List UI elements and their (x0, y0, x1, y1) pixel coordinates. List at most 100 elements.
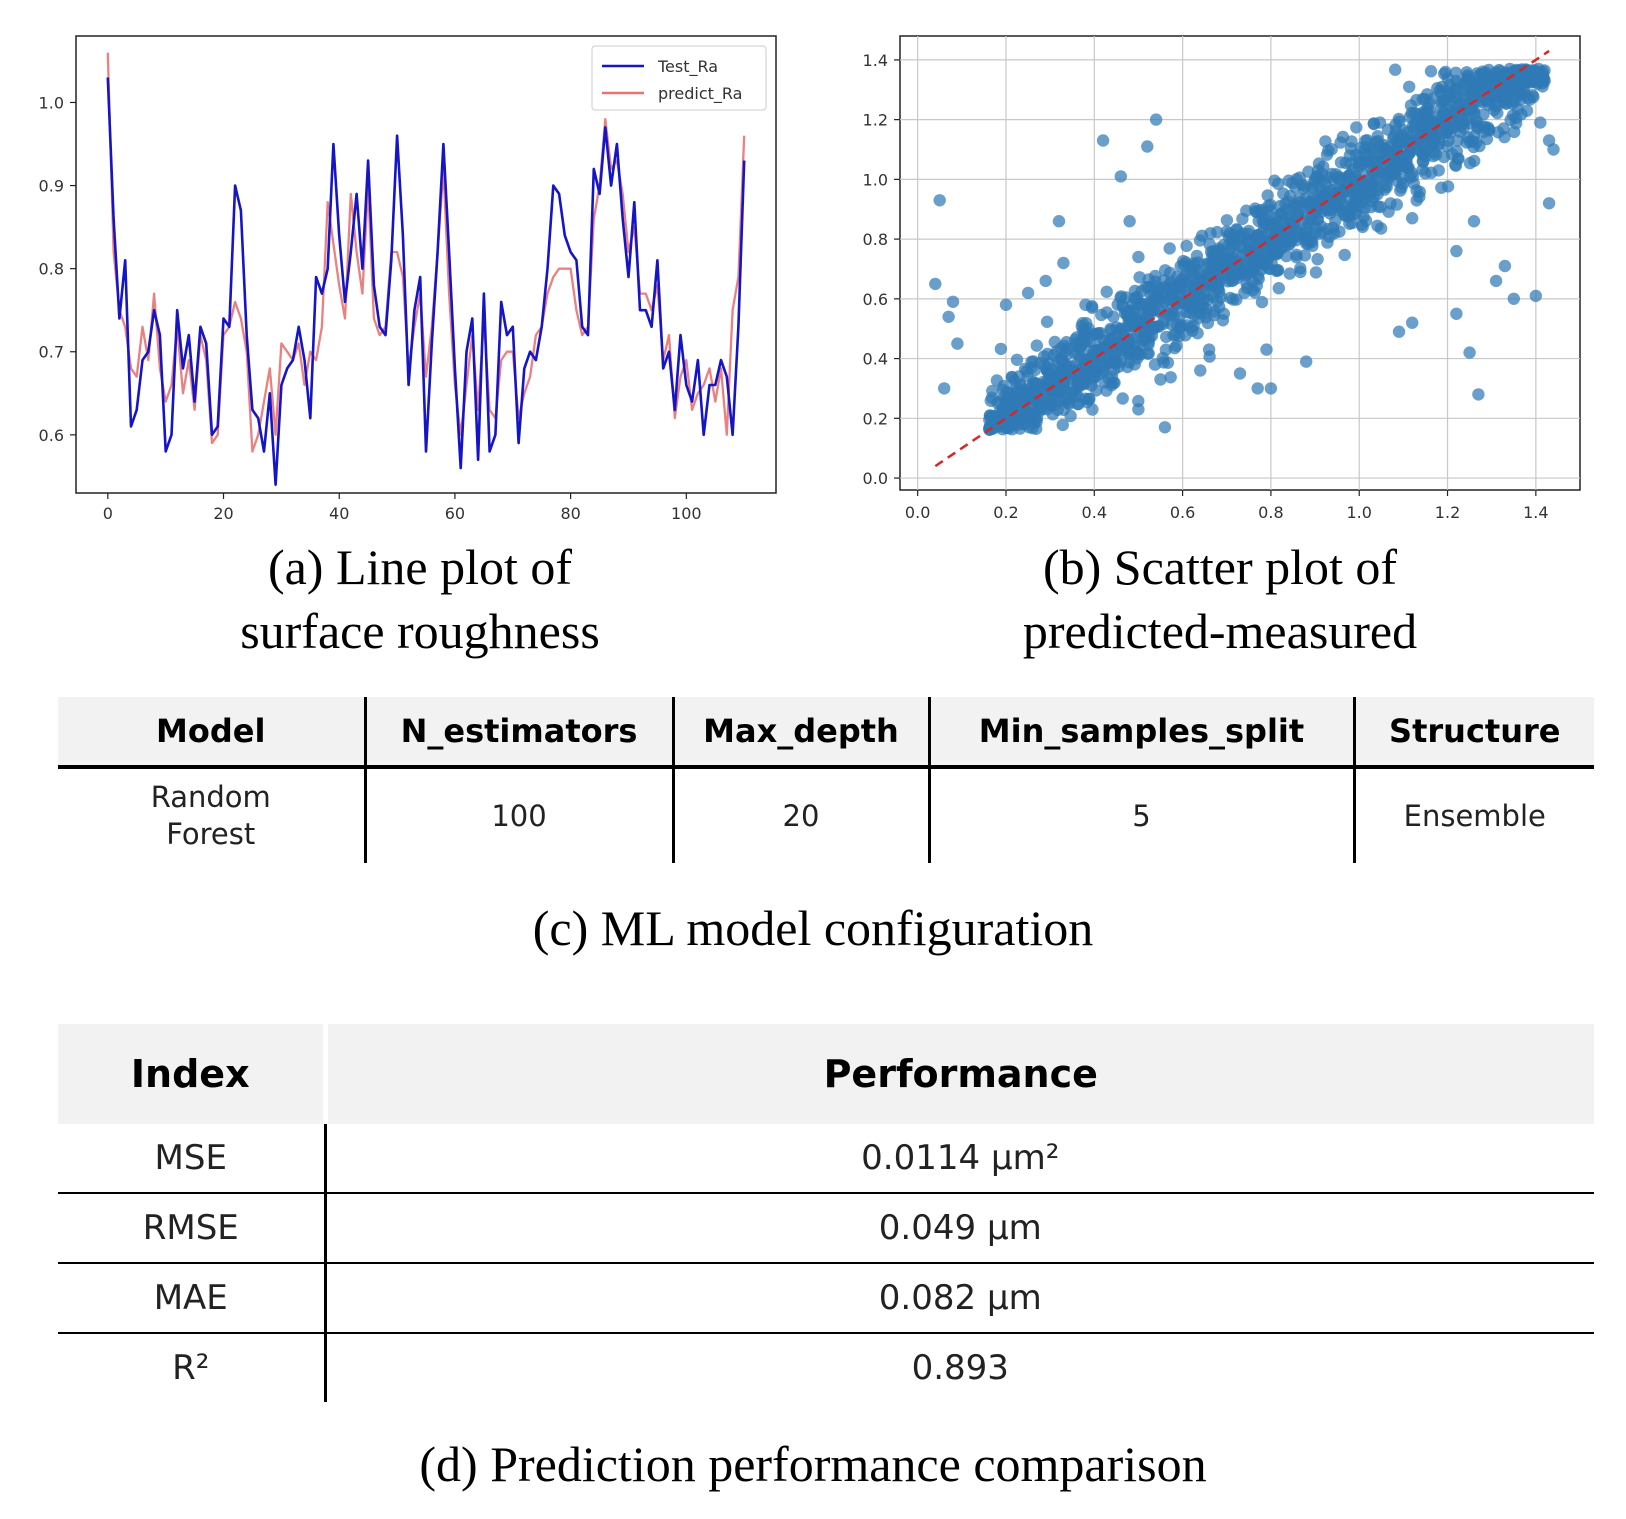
scatter-point (1064, 409, 1077, 423)
config-header-n-estimators: N_estimators (363, 697, 673, 767)
config-header-row: Model N_estimators Max_depth Min_samples… (58, 697, 1594, 767)
y-tick-label: 0.4 (863, 350, 888, 369)
scatter-point (1114, 322, 1128, 335)
scatter-point (1249, 245, 1262, 258)
scatter-point (1049, 374, 1062, 387)
scatter-point (1426, 115, 1439, 129)
scatter-point (1194, 364, 1207, 377)
scatter-point (1139, 281, 1152, 294)
scatter-point (995, 411, 1008, 424)
scatter-point (1406, 212, 1419, 225)
scatter-point (1260, 343, 1273, 356)
scatter-point (1018, 404, 1032, 417)
scatter-point (1070, 337, 1083, 350)
scatter-point (1296, 202, 1309, 215)
scatter-point (1112, 343, 1125, 357)
scatter-point (1359, 134, 1372, 147)
model-config-table: Model N_estimators Max_depth Min_samples… (58, 697, 1594, 863)
scatter-point (1542, 134, 1556, 147)
scatter-point (1191, 327, 1204, 340)
scatter-point (1206, 250, 1219, 263)
scatter-point (1290, 173, 1303, 186)
scatter-point (1164, 371, 1177, 384)
scatter-point (1157, 356, 1170, 369)
x-tick-label: 40 (329, 504, 349, 523)
scatter-point (1319, 135, 1332, 148)
scatter-point (1316, 174, 1329, 188)
performance-index-cell: MSE (58, 1124, 327, 1193)
scatter-chart-caption-line2: predicted-measured (1022, 603, 1418, 659)
scatter-point (1071, 397, 1084, 411)
config-header-min-samples-split: Min_samples_split (927, 697, 1354, 767)
legend-label: predict_Ra (658, 84, 742, 104)
scatter-point (1038, 358, 1051, 372)
x-tick-label: 0.0 (905, 503, 930, 522)
scatter-point (1498, 259, 1512, 273)
scatter-point (1275, 207, 1288, 221)
scatter-point (1406, 316, 1419, 329)
scatter-point (1438, 96, 1451, 109)
scatter-point (1212, 275, 1225, 289)
scatter-point (1111, 298, 1124, 311)
scatter-point (1511, 102, 1524, 116)
scatter-point (1334, 136, 1347, 149)
scatter-point (1201, 316, 1215, 330)
scatter-point (1172, 330, 1186, 343)
scatter-point (1257, 221, 1271, 234)
scatter-point (1510, 117, 1523, 130)
performance-row-r2: R² 0.893 (58, 1333, 1594, 1402)
scatter-point (1149, 113, 1163, 126)
x-tick-label: 1.4 (1523, 503, 1548, 522)
reference-line (934, 49, 1550, 468)
y-tick-label: 0.8 (863, 230, 888, 249)
scatter-point (1424, 65, 1438, 78)
scatter-point (938, 382, 951, 395)
scatter-point (1389, 63, 1402, 76)
scatter-point (1371, 130, 1384, 143)
scatter-point (1163, 242, 1176, 255)
scatter-chart: 0.0 0.2 0.4 0.6 0.8 1.0 1.2 1.4 0.0 0.2 0.4 0.6 0.8 1… (863, 35, 1581, 522)
scatter-point (1458, 92, 1471, 105)
performance-header-index: Index (58, 1024, 328, 1124)
scatter-point (1438, 106, 1451, 120)
scatter-point (1381, 145, 1394, 158)
performance-index-cell: R² (58, 1333, 327, 1402)
scatter-point (1264, 382, 1278, 395)
scatter-point (1105, 370, 1119, 383)
scatter-point (1427, 149, 1440, 163)
scatter-point (1498, 130, 1511, 144)
y-tick-label: 1.2 (863, 111, 888, 130)
x-tick-label: 100 (671, 504, 702, 523)
y-tick-label: 0.9 (39, 177, 64, 196)
scatter-point (1174, 260, 1187, 273)
scatter-point (1417, 155, 1430, 168)
scatter-point (1507, 292, 1520, 305)
scatter-point (1450, 244, 1463, 258)
scatter-point (1495, 71, 1509, 84)
scatter-point (1467, 140, 1480, 154)
scatter-point (1158, 421, 1172, 434)
scatter-chart-caption: (b) Scatter plot of predicted-measured (820, 535, 1620, 663)
scatter-point (1123, 215, 1136, 228)
scatter-point (1518, 70, 1531, 83)
config-header-model: Model (58, 697, 365, 767)
scatter-point (1012, 418, 1025, 431)
scatter-point (1188, 300, 1201, 314)
x-tick-label: 20 (213, 504, 233, 523)
scatter-point (1356, 220, 1369, 234)
performance-caption: (d) Prediction performance comparison (419, 1436, 1207, 1492)
scatter-point (1443, 78, 1457, 92)
scatter-point (1297, 182, 1311, 195)
scatter-point (1124, 345, 1138, 358)
performance-index-cell: RMSE (58, 1193, 327, 1263)
scatter-point (1261, 189, 1274, 202)
scatter-point (1298, 249, 1312, 262)
scatter-point (1404, 99, 1418, 112)
scatter-point (1121, 360, 1134, 374)
scatter-point (1022, 420, 1035, 434)
performance-value-cell: 0.049 μm (878, 1208, 1042, 1248)
x-tick-label: 0.4 (1082, 503, 1107, 522)
scatter-point (1040, 315, 1054, 328)
scatter-point (1358, 143, 1371, 156)
scatter-point (1338, 248, 1351, 262)
